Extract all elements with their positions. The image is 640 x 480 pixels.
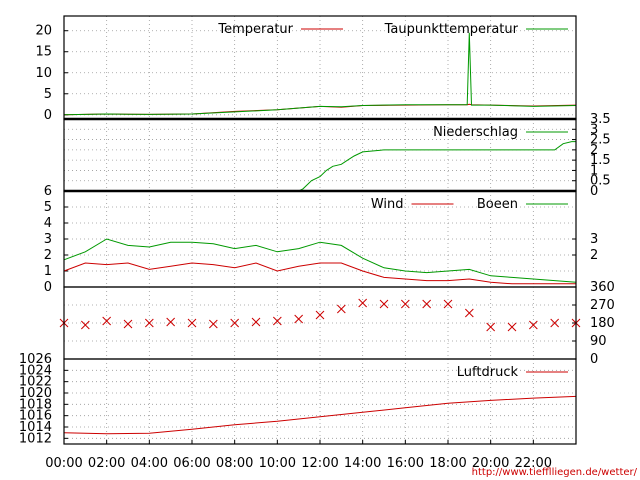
wind-direction-point [507,322,517,332]
series-line-luftdruck [63,395,577,435]
legend-label: Temperatur [217,22,293,37]
y-tick-label: 1022 [19,375,52,390]
y-tick-label: 10 [35,66,52,81]
y2-tick-label: 3 [590,232,598,247]
series-line-wind [63,262,576,285]
x-tick-label: 16:00 [387,456,424,471]
wind-direction-point [315,310,325,320]
x-tick-label: 04:00 [131,456,168,471]
panel-1: 00.511.522.533.5 Niederschlag [63,112,611,199]
y-tick-label: 3 [44,232,52,247]
wind-direction-point [358,298,368,308]
wind-direction-point [379,299,389,309]
y2-tick-label: 0.5 [590,174,611,189]
legend-label: Luftdruck [457,365,519,380]
y-tick-label: 0 [44,108,52,123]
y2-tick-label: 0 [590,352,598,367]
legend-label: Boeen [477,197,518,212]
y-tick-label: 15 [35,45,52,60]
y-tick-label: 1018 [19,397,52,412]
y2-tick-label: 1 [590,163,598,178]
x-tick-label: 12:00 [301,456,338,471]
y-tick-label: 5 [44,87,52,102]
y2-tick-label: 270 [590,298,615,313]
y-tick-label: 1026 [19,352,52,367]
wind-direction-point [187,318,197,328]
wind-direction-point [230,318,240,328]
y2-tick-label: 2 [590,143,598,158]
wind-direction-point [251,317,261,327]
y-tick-label: 1020 [19,386,52,401]
legend-label: Wind [371,197,404,212]
legend-label: Taupunkttemperatur [384,22,519,37]
y-tick-label: 4 [44,216,52,231]
wind-direction-point [80,320,90,330]
wind-direction-point [528,320,538,330]
y2-tick-label: 2 [590,248,598,263]
y-tick-label: 1012 [19,431,52,446]
wind-direction-point [144,318,154,328]
x-tick-label: 10:00 [259,456,296,471]
x-tick-label: 20:00 [472,456,509,471]
y2-tick-label: 2.5 [590,133,611,148]
wind-direction-point [272,316,282,326]
x-tick-label: 02:00 [88,456,125,471]
y2-tick-label: 180 [590,316,615,331]
legend-label: Niederschlag [433,125,518,140]
y2-tick-label: 90 [590,334,607,349]
x-tick-label: 18:00 [429,456,466,471]
y-tick-label: 0 [44,280,52,295]
wind-direction-point [336,304,346,314]
x-tick-label: 00:00 [45,456,82,471]
x-tick-label: 06:00 [173,456,210,471]
y2-tick-label: 0 [590,184,598,199]
wind-direction-point [550,318,560,328]
wind-direction-point [486,322,496,332]
y-tick-label: 1016 [19,409,52,424]
x-tick-label: 08:00 [216,456,253,471]
series-line-temperatur [63,103,577,116]
y-tick-label: 1 [44,264,52,279]
wind-direction-point [443,299,453,309]
source-url: http://www.tiefflliegen.de/wetter/ [472,467,638,478]
wind-direction-point [294,314,304,324]
y2-tick-label: 3.5 [590,112,611,127]
x-axis: 00:00 02:00 04:00 06:00 08:00 10:00 12:00 14:00… [45,440,552,471]
y2-tick-label: 1.5 [590,153,611,168]
series-line-taupunkttemperatur [63,32,577,116]
x-tick-label: 22:00 [515,456,552,471]
y-tick-label: 5 [44,200,52,215]
y2-tick-label: 360 [590,280,615,295]
series-line-boeen [63,238,577,283]
wind-direction-point [400,299,410,309]
y-tick-label: 1014 [19,420,52,435]
wind-direction-point [422,299,432,309]
wind-direction-point [464,308,474,318]
wind-direction-point [208,319,218,329]
y-tick-label: 1024 [19,363,52,378]
panel-3: 0 90 180 270 360 [59,280,615,367]
y2-tick-label: 3 [590,122,598,137]
series-line-niederschlag [64,141,576,192]
panel-0: 0 5 10 15 20 Taupunkttemperatur Temperatur [35,15,577,123]
y-tick-label: 6 [44,184,52,199]
y-tick-label: 2 [44,248,52,263]
x-tick-label: 14:00 [344,456,381,471]
wind-direction-point [166,317,176,327]
wind-direction-point [102,316,112,326]
wind-direction-point [123,319,133,329]
y-tick-label: 20 [35,24,52,39]
